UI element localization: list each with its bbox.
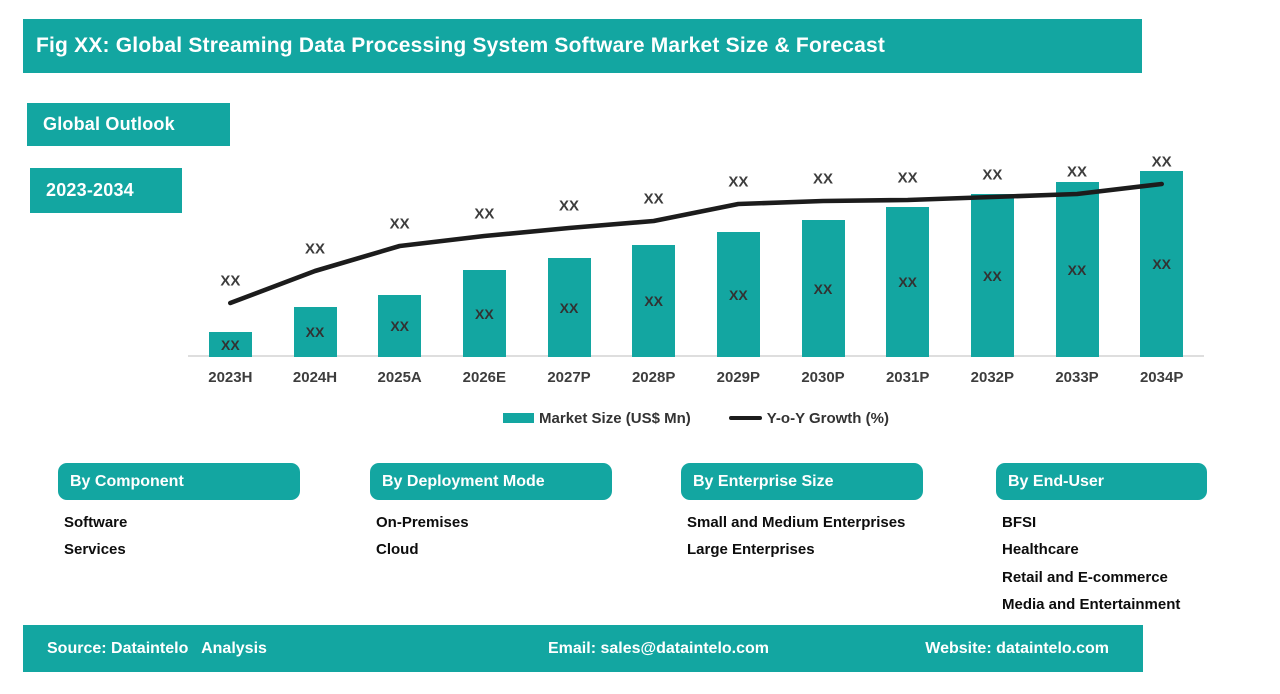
bar-value-label: XX xyxy=(728,286,748,303)
legend-line-label: Y-o-Y Growth (%) xyxy=(766,409,889,427)
growth-line-path xyxy=(227,181,1165,306)
segment-item: On-Premises xyxy=(376,514,469,531)
growth-value-label: XX xyxy=(728,173,749,191)
bar-value-label: XX xyxy=(982,267,1002,284)
global-outlook-badge: Global Outlook xyxy=(27,103,230,146)
segment-item-list: Small and Medium Enterprises Large Enterp… xyxy=(681,509,923,564)
growth-value-label: XX xyxy=(982,166,1003,184)
bar-value-label: XX xyxy=(644,293,663,309)
period-badge: 2023-2034 xyxy=(30,168,182,213)
x-axis-label: 2024H xyxy=(292,369,338,386)
footer-bar: Source: Dataintelo Analysis Email: sales… xyxy=(23,625,1143,672)
legend-bar-label: Market Size (US$ Mn) xyxy=(539,409,691,427)
legend-line-swatch-icon xyxy=(728,416,762,420)
segment-item: Software xyxy=(64,514,128,531)
growth-value-label: XX xyxy=(220,272,241,290)
growth-value-label: XX xyxy=(558,197,580,215)
bar-value-label: XX xyxy=(1152,256,1171,272)
segment-item-list: BFSI Healthcare Retail and E-commerce Media… xyxy=(996,509,1207,619)
segment-column: By Component Software Services xyxy=(58,463,300,564)
market-size-bar: XX xyxy=(378,295,422,357)
market-size-bar: XX xyxy=(716,232,760,357)
legend-bar-swatch-icon xyxy=(503,413,535,423)
market-size-bar: XX xyxy=(886,207,930,357)
segment-title-badge: By Deployment Mode xyxy=(370,463,612,500)
segment-item: Retail and E-commerce xyxy=(1002,568,1168,586)
segment-item: Media and Entertainment xyxy=(1002,596,1181,614)
figure-title-bar: Fig XX: Global Streaming Data Processing… xyxy=(23,19,1142,73)
segment-columns: By Component Software Services By Deploymen… xyxy=(0,463,1280,613)
bar-value-label: XX xyxy=(1067,261,1087,278)
market-size-bar: XX xyxy=(462,270,506,357)
global-outlook-label: Global Outlook xyxy=(43,114,175,134)
chart-legend: Market Size (US$ Mn) Y-o-Y Growth (%) xyxy=(188,407,1204,429)
growth-value-label: XX xyxy=(812,170,834,188)
segment-title-badge: By Component xyxy=(58,463,300,500)
footer-source: Source: Dataintelo Analysis xyxy=(47,639,267,657)
growth-value-label: XX xyxy=(643,190,664,208)
market-size-bar: XX xyxy=(208,332,252,357)
x-axis-line xyxy=(188,355,1204,357)
bar-value-label: XX xyxy=(813,280,833,297)
x-axis-label: 2033P xyxy=(1055,369,1099,386)
market-size-bar: XX xyxy=(1140,171,1184,357)
growth-value-label: XX xyxy=(389,215,410,233)
segment-column: By Enterprise Size Small and Medium Enter… xyxy=(681,463,923,564)
bar-value-label: XX xyxy=(559,299,579,316)
market-size-bar: XX xyxy=(970,194,1014,357)
x-axis-label: 2032P xyxy=(970,369,1015,386)
figure-title: Fig XX: Global Streaming Data Processing… xyxy=(36,34,886,57)
segment-title-badge: By End-User xyxy=(996,463,1207,500)
chart-plot: XX XX 2023H XX XX 2024H XX XX 2025A XX XX 2026E XX XX… xyxy=(188,150,1204,386)
bar-value-label: XX xyxy=(898,274,917,290)
x-axis-label: 2026E xyxy=(462,369,507,386)
growth-value-label: XX xyxy=(304,240,326,258)
x-axis-label: 2030P xyxy=(801,369,845,386)
x-axis-label: 2023H xyxy=(208,369,253,386)
x-axis-label: 2025A xyxy=(377,369,422,386)
bar-value-label: XX xyxy=(220,336,240,353)
footer-website: Website: dataintelo.com xyxy=(925,639,1109,657)
market-size-bar: XX xyxy=(632,245,676,357)
bar-value-label: XX xyxy=(305,324,325,340)
growth-line xyxy=(227,181,1165,306)
market-size-bar: XX xyxy=(547,258,591,357)
market-size-bar: XX xyxy=(293,307,337,357)
x-axis-label: 2029P xyxy=(716,369,761,386)
segment-item: Cloud xyxy=(376,541,419,559)
growth-value-label: XX xyxy=(474,205,495,223)
market-size-bar: XX xyxy=(1055,182,1099,357)
period-label: 2023-2034 xyxy=(46,180,134,200)
legend-item-growth: Y-o-Y Growth (%) xyxy=(728,409,889,427)
segment-item-list: Software Services xyxy=(58,509,300,564)
x-axis-label: 2028P xyxy=(631,369,676,386)
segment-item: Large Enterprises xyxy=(687,541,815,559)
market-size-bar: XX xyxy=(801,220,845,357)
segment-column: By End-User BFSI Healthcare Retail and E-co… xyxy=(996,463,1207,619)
segment-item: Services xyxy=(64,541,126,559)
growth-value-label: XX xyxy=(897,169,918,187)
segment-item-list: On-Premises Cloud xyxy=(370,509,612,564)
bar-value-label: XX xyxy=(390,318,409,334)
legend-item-market-size: Market Size (US$ Mn) xyxy=(503,410,691,427)
x-axis-label: 2027P xyxy=(547,369,591,386)
segment-item: Healthcare xyxy=(1002,541,1079,559)
growth-value-label: XX xyxy=(1151,153,1172,171)
segment-item: Small and Medium Enterprises xyxy=(687,514,906,531)
segment-title-badge: By Enterprise Size xyxy=(681,463,923,500)
segment-column: By Deployment Mode On-Premises Cloud xyxy=(370,463,612,564)
segment-item: BFSI xyxy=(1002,514,1037,531)
footer-email: Email: sales@dataintelo.com xyxy=(548,639,770,657)
growth-value-label: XX xyxy=(1066,163,1088,181)
bar-value-label: XX xyxy=(474,305,494,322)
x-axis-label: 2034P xyxy=(1139,369,1184,386)
x-axis-label: 2031P xyxy=(885,369,930,386)
